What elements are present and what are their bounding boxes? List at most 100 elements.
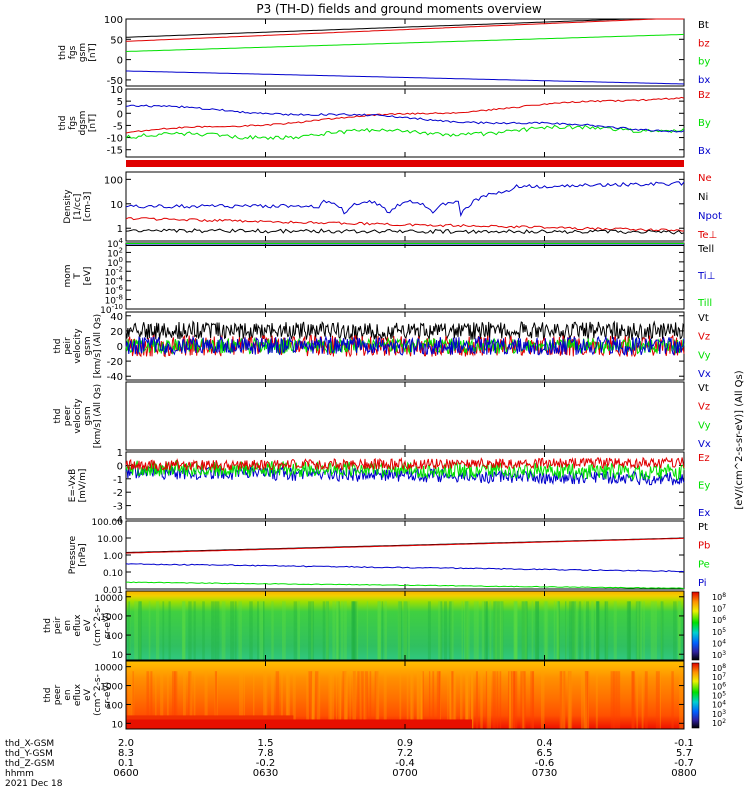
spectrogram-stripe [351, 601, 356, 660]
legend-Npot: Npot [698, 211, 722, 222]
spectrogram-stripe [338, 601, 340, 660]
legend-by: by [698, 57, 710, 68]
spectrogram-texture [128, 601, 682, 660]
y-tick-label: -40 [107, 372, 123, 383]
colorbar-0 [691, 591, 700, 661]
spectrogram-stripe [572, 601, 576, 660]
y-tick-label: 1 [117, 448, 123, 459]
x-axis-value: 2.0 [118, 738, 134, 749]
panel-pressure: 100.00 10.00 1.00 0.10 0.01 Pressure[nPa] Pt Pb… [68, 518, 710, 596]
spectrogram-stripe [282, 601, 286, 660]
y-tick-label: 10-4 [105, 275, 124, 288]
spectrogram-stripe [558, 601, 560, 660]
y-tick-label: 100 [106, 701, 123, 711]
spectrogram-stripe [397, 601, 402, 660]
series-line-Ez [125, 456, 685, 472]
spectrogram-stripe [561, 671, 566, 729]
y-tick-label: 10.00 [97, 535, 123, 545]
spectrogram-stripe [616, 671, 621, 729]
spectrogram-stripe [520, 671, 523, 729]
legend-Till: Till [697, 298, 712, 309]
series-line-Vx [125, 335, 685, 356]
spectrogram-stripe [330, 671, 335, 729]
spectrogram-stripe [171, 671, 176, 729]
spectrogram-stripe [416, 671, 419, 729]
spectrogram-stripe [493, 601, 498, 660]
legend-Te⊥: Te⊥ [697, 230, 717, 241]
legend-Ey: Ey [698, 481, 710, 492]
spectrogram-stripe [403, 601, 408, 660]
spectrogram-stripe [525, 601, 528, 660]
series-line-Pb [125, 537, 684, 554]
spectrogram-stripe [275, 671, 280, 729]
spectrogram-stripe [585, 671, 588, 729]
legend-Bt: Bt [698, 20, 709, 31]
spectrogram-stripe [162, 601, 165, 660]
spectrogram-stripe [128, 601, 131, 660]
spectrogram-stripe [343, 671, 347, 729]
spectrogram-stripe [438, 671, 441, 729]
y-tick-label: 1000 [100, 613, 123, 623]
spectrogram-stripe [438, 601, 442, 660]
colorbar-tick-label: 104 [712, 638, 726, 648]
spectrogram-stripe [134, 601, 139, 660]
spectrogram-stripe [655, 671, 660, 729]
spectrogram-stripe [643, 601, 645, 660]
spectrogram-stripe [583, 601, 586, 660]
spectrogram-stripe [420, 671, 423, 729]
y-tick-label: 0 [117, 461, 123, 472]
panel-frame [125, 18, 685, 87]
spectrogram-stripe [264, 671, 268, 729]
spectrogram-stripe [596, 601, 599, 660]
spectrogram-stripe [678, 601, 681, 660]
spectrogram-stripe [604, 601, 606, 660]
x-axis-value: 0700 [392, 768, 417, 779]
spectrogram-stripe [447, 671, 449, 729]
spectrogram-stripe [567, 671, 572, 729]
spectrogram-stripe [214, 601, 216, 660]
series-line-Vt [125, 320, 685, 342]
series-line-Ey [125, 459, 685, 482]
y-tick-label: 10000 [94, 594, 123, 604]
panel-efield: 1 0 -1 -2 -3 -4 E=-VxB[mV/m] Ez Ey Ex [68, 448, 710, 526]
spectrogram-stripe [586, 671, 590, 729]
colorbar-tick-label: 104 [712, 700, 726, 710]
spectrogram-stripe [450, 601, 454, 660]
spectrogram-stripe [243, 671, 245, 729]
spectrogram-stripe [332, 601, 335, 660]
legend-Vy: Vy [698, 420, 711, 431]
colorbar-tick-label: 107 [712, 604, 726, 614]
spectrogram-stripe [352, 601, 354, 660]
legend-Ez: Ez [698, 453, 710, 464]
spectrogram-stripe [531, 601, 534, 660]
spectrogram-stripe [466, 601, 470, 660]
legend-By: By [698, 118, 711, 129]
panel-density: 100 10 1 Density[1/cc][cm-3] Ne Ni Npot Te⊥ [63, 171, 722, 242]
spectrogram-stripe [631, 671, 635, 729]
spectrogram-stripe [510, 671, 512, 729]
series-line-Bt [125, 18, 684, 38]
y-tick-label: 1.00 [103, 552, 123, 562]
spectrogram-stripe [193, 671, 196, 729]
y-axis-label: E=-VxB[mV/m] [68, 469, 88, 503]
spectrogram-stripe [336, 671, 338, 729]
spectrogram-stripe [453, 671, 457, 729]
spectrogram-stripe [252, 671, 255, 729]
spectrogram-stripe [557, 601, 560, 660]
y-tick-label: 20 [110, 327, 123, 338]
spectrogram-stripe [234, 601, 237, 660]
y-axis-label: momT[eV] [63, 264, 93, 287]
spectrogram-stripe [507, 671, 511, 729]
spectrogram-stripe [575, 601, 578, 660]
spectrogram-stripe [448, 601, 452, 660]
spectrogram-stripe [671, 671, 674, 729]
spectrogram-stripe [306, 671, 310, 729]
x-axis-value: 0800 [671, 768, 696, 779]
y-tick-label: 10 [112, 720, 124, 730]
legend-Vt: Vt [698, 383, 709, 394]
series-line-bx [126, 70, 685, 85]
spectrogram-stripe [636, 601, 639, 660]
y-tick-label: -4 [113, 515, 123, 526]
x-axis-value: 5.7 [676, 748, 692, 759]
